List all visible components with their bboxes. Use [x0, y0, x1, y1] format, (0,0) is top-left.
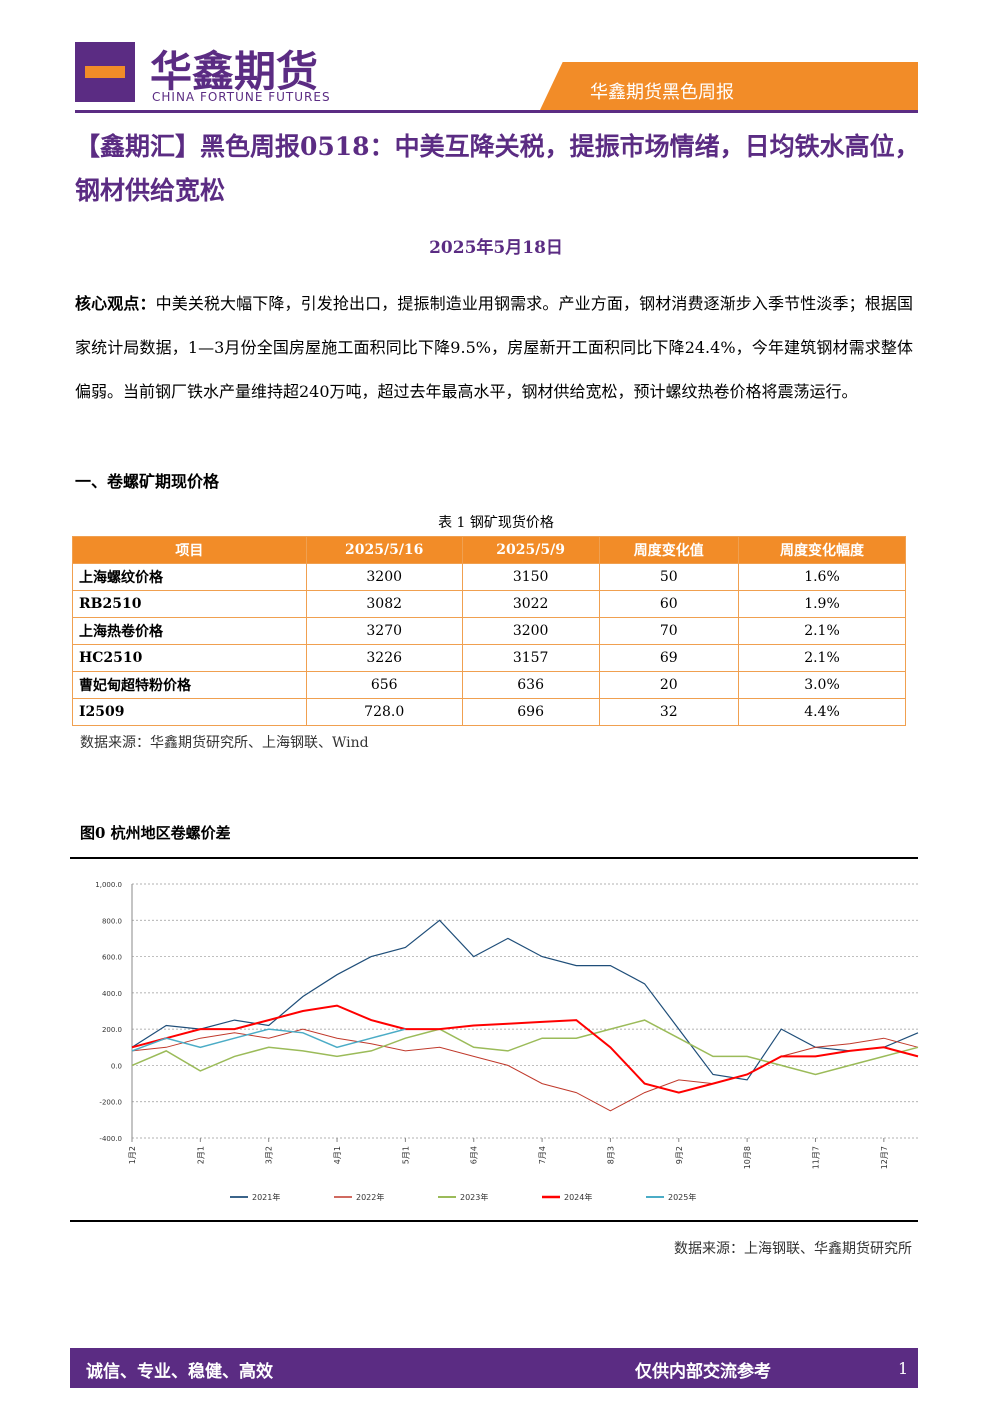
- report-name: 华鑫期货黑色周报: [590, 82, 734, 103]
- header-rule: [75, 110, 918, 113]
- table-cell: 728.0: [305, 698, 463, 726]
- table-cell: 3200: [305, 563, 463, 591]
- table-cell: 3022: [461, 590, 600, 618]
- y-tick-label: -200.0: [99, 1099, 122, 1107]
- date: 2025年5月18日: [429, 238, 563, 258]
- table-cell: 2.1%: [738, 617, 906, 645]
- table-row: RB2510 3082 3022 60 1.9%: [72, 590, 906, 618]
- column-header: 2025/5/16: [305, 536, 463, 564]
- table-source: 数据来源：华鑫期货研究所、上海钢联、Wind: [80, 735, 369, 751]
- title: 【鑫期汇】黑色周报0518：中美互降关税，提振市场情绪，日均铁水高位，钢材供给宽…: [75, 132, 920, 205]
- footer-band: [70, 1348, 918, 1388]
- table-cell: 3270: [305, 617, 463, 645]
- x-tick-label: 3月2: [265, 1146, 274, 1164]
- table-row: 上海螺纹价格 3200 3150 50 1.6%: [72, 563, 906, 591]
- summary-text: 中美关税大幅下降，引发抢出口，提振制造业用钢需求。产业方面，钢材消费逐渐步入季节…: [75, 294, 913, 401]
- x-tick-label: 5月1: [401, 1146, 410, 1164]
- section-heading: 一、卷螺矿期现价格: [75, 472, 220, 491]
- table-cell: 70: [598, 617, 740, 645]
- x-tick-label: 1月2: [128, 1146, 137, 1164]
- table-cell: 上海热卷价格: [72, 617, 307, 645]
- x-tick-label: 2月1: [196, 1146, 205, 1164]
- x-tick-label: 11月7: [811, 1146, 820, 1169]
- table-cell: 20: [598, 671, 740, 699]
- y-tick-label: 800.0: [102, 917, 122, 925]
- y-tick-label: 0.0: [111, 1062, 122, 1070]
- x-tick-label: 9月2: [675, 1146, 684, 1164]
- footer-motto: 诚信、专业、稳健、高效: [86, 1362, 273, 1382]
- table-cell: 1.9%: [738, 590, 906, 618]
- page-number: 1: [898, 1359, 909, 1378]
- price-table: 项目 2025/5/16 2025/5/9 周度变化值 周度变化幅度 上海螺纹价格 3200…: [72, 536, 906, 726]
- column-header: 周度变化幅度: [738, 536, 906, 564]
- table-cell: 3082: [305, 590, 463, 618]
- footer-note: 仅供内部交流参考: [635, 1362, 771, 1382]
- summary-label: 核心观点：: [75, 294, 156, 313]
- figure-source: 数据来源：上海钢联、华鑫期货研究所: [674, 1241, 912, 1257]
- series-line: [131, 1004, 919, 1094]
- table-cell: 60: [598, 590, 740, 618]
- figure-caption: 图0 杭州地区卷螺价差: [80, 824, 231, 842]
- table-cell: 32: [598, 698, 740, 726]
- series-line: [131, 919, 919, 1081]
- y-tick-label: 400.0: [102, 990, 122, 998]
- table-cell: 上海螺纹价格: [72, 563, 307, 591]
- report-band: [540, 62, 918, 110]
- table-cell: I2509: [72, 698, 307, 726]
- table-row: 曹妃甸超特粉价格 656 636 20 3.0%: [72, 671, 906, 699]
- brand-en: CHINA FORTUNE FUTURES: [152, 90, 331, 104]
- series-line: [131, 1019, 919, 1076]
- y-tick-label: 600.0: [102, 954, 122, 962]
- chart: -400.0 -200.0 0.0 200.0 400.0 600.0 800.0 1,000…: [95, 881, 919, 1202]
- x-tick-label: 7月4: [538, 1146, 547, 1164]
- table-cell: RB2510: [72, 590, 307, 618]
- table-cell: 3200: [461, 617, 600, 645]
- table-cell: 656: [305, 671, 463, 699]
- column-header: 项目: [72, 536, 307, 564]
- x-tick-label: 10月8: [743, 1146, 752, 1169]
- legend-label: 2023年: [460, 1192, 488, 1202]
- table-cell: 1.6%: [738, 563, 906, 591]
- y-tick-label: 1,000.0: [95, 881, 122, 889]
- table-row: HC2510 3226 3157 69 2.1%: [72, 644, 906, 672]
- table-row: 上海热卷价格 3270 3200 70 2.1%: [72, 617, 906, 645]
- legend-label: 2021年: [252, 1192, 280, 1202]
- table-cell: 3226: [305, 644, 463, 672]
- y-tick-label: -400.0: [99, 1135, 122, 1143]
- column-header: 2025/5/9: [461, 536, 600, 564]
- table-cell: 636: [461, 671, 600, 699]
- brand: 华鑫期货: [150, 47, 319, 96]
- column-header: 周度变化值: [598, 536, 740, 564]
- table-row: I2509 728.0 696 32 4.4%: [72, 698, 906, 726]
- table-cell: 3.0%: [738, 671, 906, 699]
- y-tick-label: 200.0: [102, 1026, 122, 1034]
- table-caption: 表 1 钢矿现货价格: [438, 515, 554, 531]
- header-row: 项目 2025/5/16 2025/5/9 周度变化值 周度变化幅度: [72, 536, 906, 564]
- x-tick-label: 8月3: [606, 1146, 615, 1164]
- legend-label: 2025年: [668, 1192, 696, 1202]
- table-cell: HC2510: [72, 644, 307, 672]
- summary: 核心观点：中美关税大幅下降，引发抢出口，提振制造业用钢需求。产业方面，钢材消费逐…: [75, 282, 913, 414]
- legend-label: 2022年: [356, 1192, 384, 1202]
- logo: [75, 42, 135, 102]
- table-cell: 2.1%: [738, 644, 906, 672]
- table-cell: 696: [461, 698, 600, 726]
- table-cell: 3157: [461, 644, 600, 672]
- figure-rule: [70, 857, 918, 859]
- legend-label: 2024年: [564, 1192, 592, 1202]
- figure-rule: [70, 1220, 918, 1222]
- table-cell: 50: [598, 563, 740, 591]
- x-tick-label: 6月4: [470, 1146, 479, 1164]
- x-tick-label: 4月1: [333, 1146, 342, 1164]
- table-cell: 4.4%: [738, 698, 906, 726]
- series-line: [131, 1028, 919, 1112]
- table-cell: 69: [598, 644, 740, 672]
- table-cell: 曹妃甸超特粉价格: [72, 671, 307, 699]
- x-tick-label: 12月7: [880, 1146, 889, 1169]
- table-cell: 3150: [461, 563, 600, 591]
- series-line: [131, 1028, 406, 1052]
